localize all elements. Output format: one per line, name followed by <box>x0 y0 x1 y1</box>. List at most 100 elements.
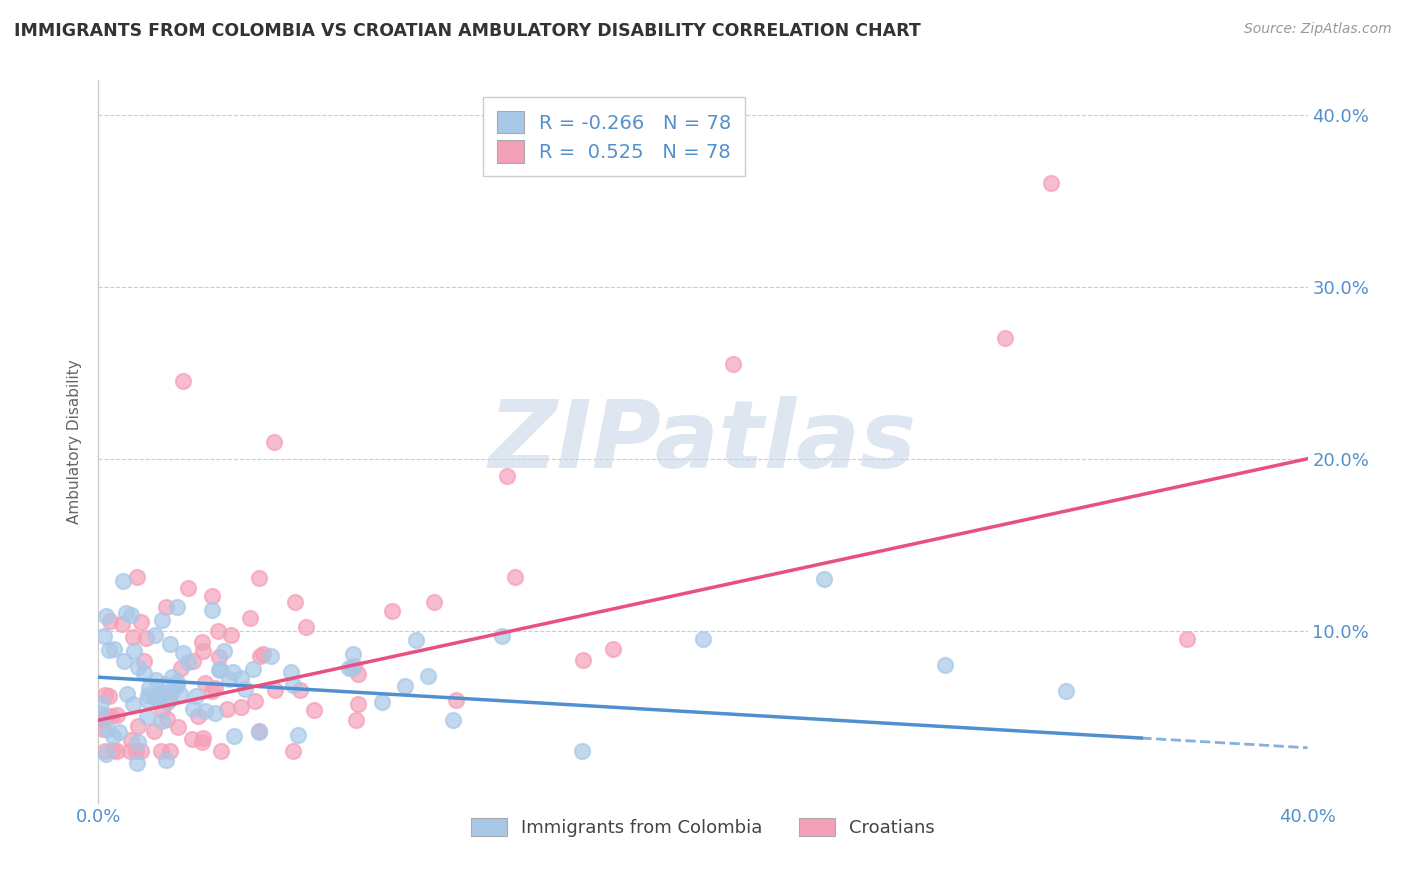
Point <box>166 678 188 692</box>
Point <box>288 682 311 697</box>
Point <box>813 572 835 586</box>
Point <box>283 744 305 758</box>
Point <box>239 610 262 624</box>
Text: Source: ZipAtlas.com: Source: ZipAtlas.com <box>1244 22 1392 37</box>
Point <box>233 682 256 697</box>
Point <box>231 671 253 685</box>
Point <box>381 604 404 618</box>
Point <box>394 679 416 693</box>
Point <box>127 734 149 748</box>
Point <box>148 687 170 701</box>
Point <box>208 663 231 677</box>
Point <box>120 744 142 758</box>
Point <box>283 678 305 692</box>
Point <box>340 661 363 675</box>
Point <box>994 331 1017 345</box>
Point <box>152 686 174 700</box>
Point <box>127 570 149 584</box>
Point <box>91 714 114 728</box>
Point <box>166 599 188 614</box>
Point <box>166 675 188 690</box>
Point <box>115 688 138 702</box>
Point <box>156 694 179 708</box>
Point <box>183 702 205 716</box>
Point <box>204 706 226 720</box>
Point <box>115 606 138 620</box>
Point <box>129 615 152 630</box>
Point <box>145 673 167 687</box>
Point <box>134 666 156 681</box>
Text: ZIPatlas: ZIPatlas <box>489 395 917 488</box>
Point <box>219 627 242 641</box>
Point <box>287 728 309 742</box>
Point <box>167 721 190 735</box>
Point <box>444 693 467 707</box>
Point <box>108 724 131 739</box>
Point <box>143 690 166 705</box>
Point <box>204 681 226 695</box>
Point <box>124 744 146 758</box>
Point <box>1054 684 1077 698</box>
Point <box>280 665 302 680</box>
Point <box>231 699 253 714</box>
Point <box>103 729 125 743</box>
Point <box>247 724 270 739</box>
Text: IMMIGRANTS FROM COLOMBIA VS CROATIAN AMBULATORY DISABILITY CORRELATION CHART: IMMIGRANTS FROM COLOMBIA VS CROATIAN AMB… <box>14 22 921 40</box>
Point <box>177 581 200 595</box>
Point <box>129 744 152 758</box>
Point <box>491 630 513 644</box>
Point <box>260 648 283 663</box>
Point <box>142 724 165 739</box>
Point <box>692 632 714 647</box>
Point <box>135 710 157 724</box>
Point <box>1175 632 1198 647</box>
Point <box>160 683 183 698</box>
Point <box>127 660 149 674</box>
Point <box>90 706 112 721</box>
Point <box>302 703 325 717</box>
Point <box>184 689 207 703</box>
Point <box>177 655 200 669</box>
Point <box>201 603 224 617</box>
Point <box>423 595 446 609</box>
Point <box>157 693 180 707</box>
Point <box>347 667 370 681</box>
Point <box>111 574 134 589</box>
Point <box>263 434 285 449</box>
Point <box>124 644 146 658</box>
Point <box>191 635 214 649</box>
Point <box>146 692 169 706</box>
Point <box>153 676 176 690</box>
Point <box>112 654 135 668</box>
Point <box>222 665 245 680</box>
Point <box>242 663 264 677</box>
Point <box>1039 177 1062 191</box>
Point <box>121 607 143 622</box>
Point <box>191 731 214 746</box>
Point <box>181 731 204 746</box>
Point <box>121 630 143 644</box>
Point <box>100 709 122 723</box>
Point <box>150 703 173 717</box>
Point <box>94 688 117 702</box>
Point <box>346 697 368 711</box>
Point <box>370 695 392 709</box>
Point <box>247 724 270 739</box>
Point <box>264 683 287 698</box>
Point <box>208 650 231 665</box>
Point <box>170 661 193 675</box>
Point <box>120 733 142 747</box>
Point <box>194 676 217 690</box>
Point <box>159 744 181 758</box>
Point <box>602 642 624 657</box>
Point <box>150 613 173 627</box>
Point <box>249 649 271 664</box>
Point <box>169 687 191 701</box>
Point <box>111 617 134 632</box>
Point <box>105 707 128 722</box>
Point <box>160 670 183 684</box>
Point <box>96 722 118 736</box>
Point <box>155 753 177 767</box>
Point <box>156 712 179 726</box>
Point <box>136 688 159 702</box>
